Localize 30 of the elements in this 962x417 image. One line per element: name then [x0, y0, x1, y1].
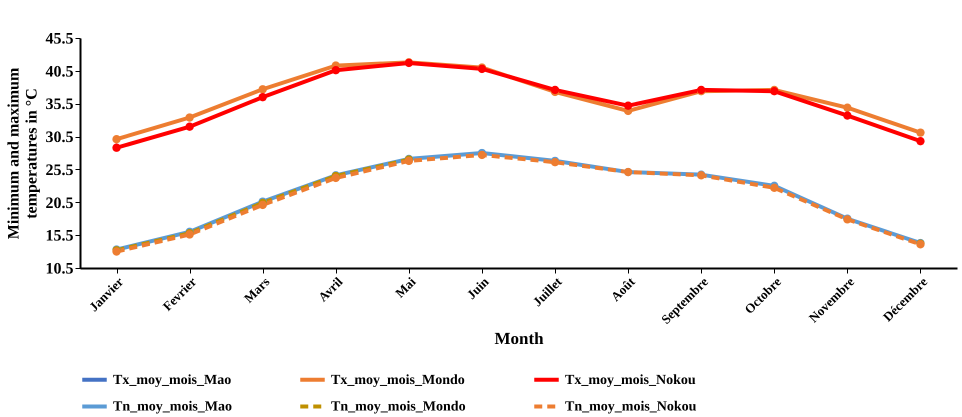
- point: [258, 85, 267, 94]
- point: [112, 144, 121, 152]
- x-axis-title: Month: [494, 328, 544, 348]
- legend-label: Tn_moy_mois_Nokou: [565, 400, 697, 414]
- point: [843, 111, 852, 120]
- y-tick-label: 15.5: [46, 228, 74, 245]
- y-tick-label: 30.5: [46, 129, 74, 146]
- y-tick-label: 40.5: [46, 63, 74, 80]
- y-axis-title: Minimum and maximum temperatures in °C: [6, 67, 40, 240]
- point: [112, 135, 121, 144]
- y-tick-label: 45.5: [46, 30, 74, 48]
- point: [258, 92, 267, 102]
- point: [185, 113, 194, 122]
- legend-label: Tx_moy_mois_Mondo: [331, 372, 465, 388]
- x-tick-label: Mai: [392, 274, 419, 301]
- point: [916, 136, 925, 146]
- legend-label: Tn_moy_mois_Mao: [113, 400, 232, 414]
- legend-label: Tn_moy_mois_Mondo: [331, 400, 466, 414]
- legend-label: Tx_moy_mois_Mao: [113, 372, 232, 388]
- y-tick-label: 20.5: [46, 194, 74, 212]
- point: [185, 122, 194, 131]
- y-tick-label: 35.5: [46, 96, 74, 114]
- legend-label: Tx_moy_mois_Nokou: [565, 372, 696, 388]
- point: [843, 103, 852, 112]
- point: [332, 66, 340, 74]
- x-tick-label: Juin: [464, 274, 492, 302]
- y-tick-label: 25.5: [46, 162, 74, 179]
- point: [916, 128, 925, 137]
- point: [624, 102, 632, 110]
- y-tick-label: 10.5: [46, 260, 74, 278]
